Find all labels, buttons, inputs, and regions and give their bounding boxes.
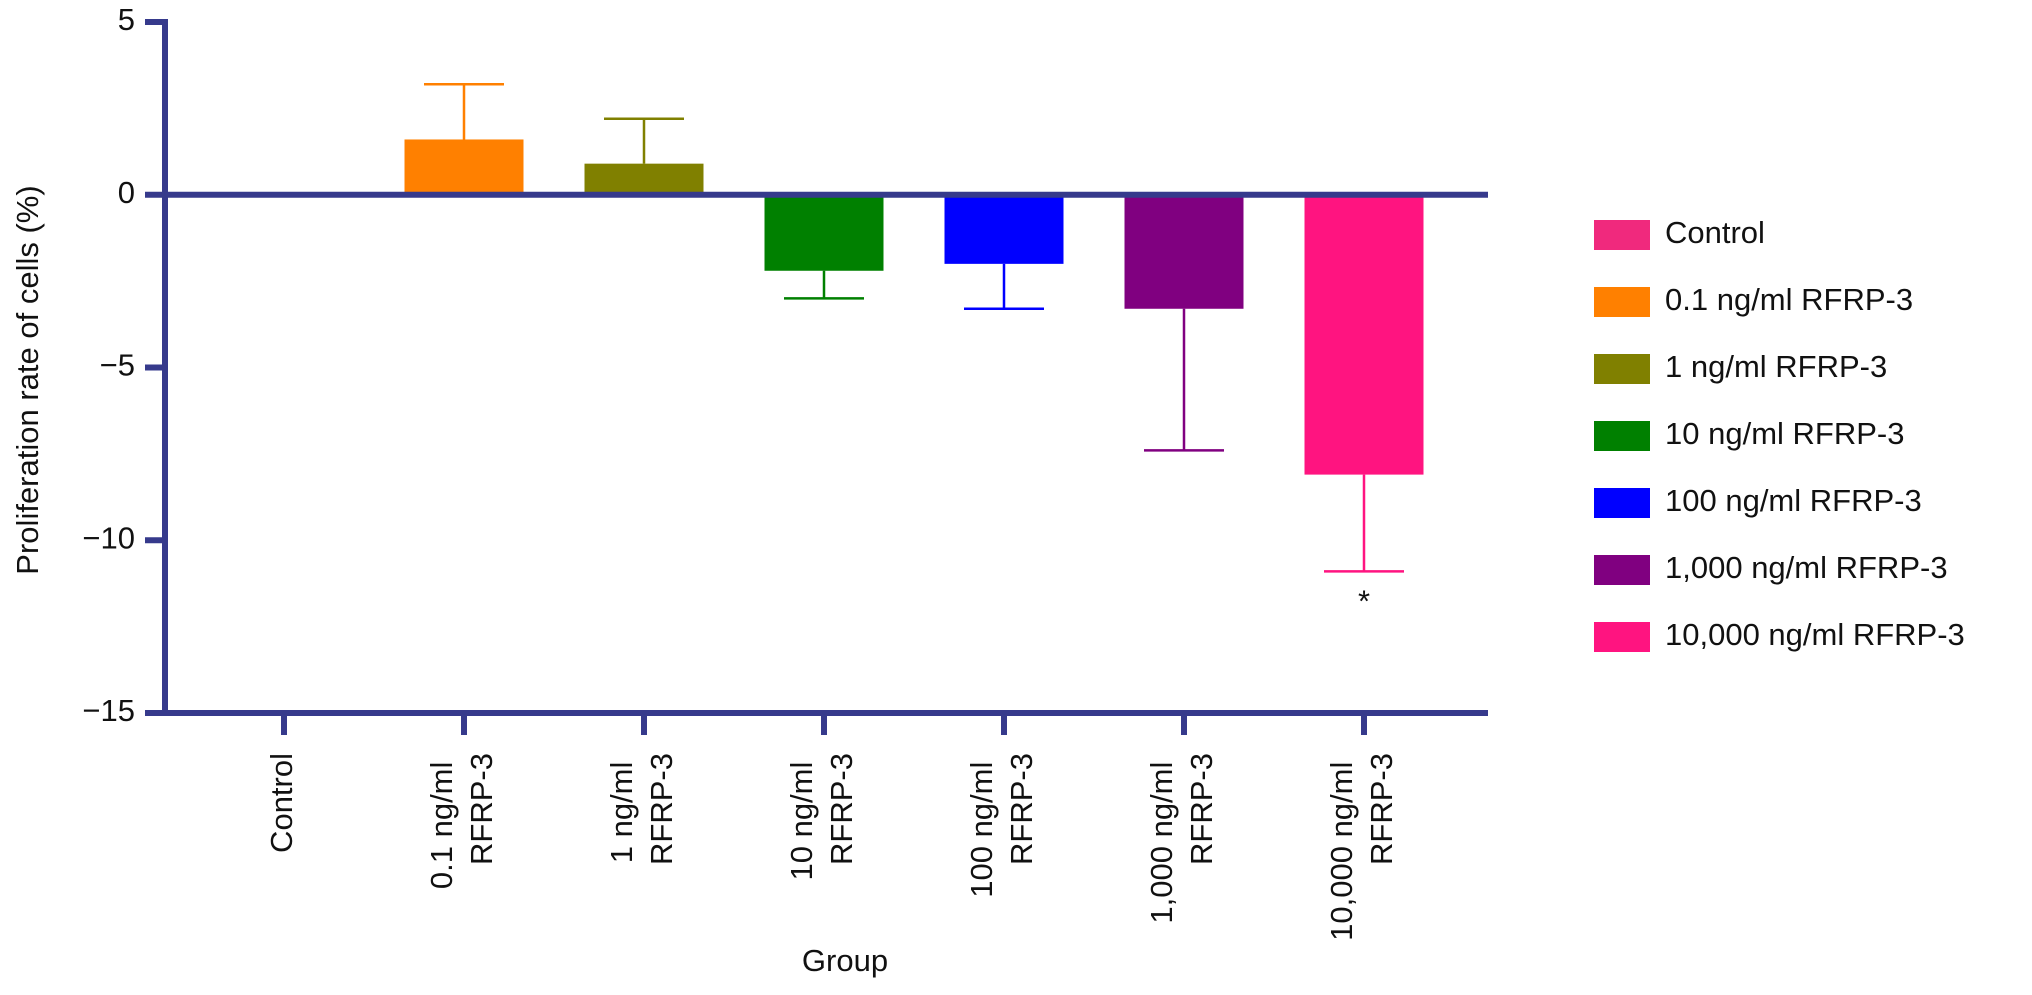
bar	[1124, 194, 1244, 309]
error-bar	[1324, 474, 1404, 573]
error-bar	[604, 117, 684, 164]
y-tick-label: −5	[100, 348, 135, 383]
x-tick-label: Control	[264, 753, 299, 853]
legend-label: 10 ng/ml RFRP-3	[1665, 416, 1904, 451]
bar	[944, 194, 1064, 264]
legend-swatch	[1594, 354, 1650, 384]
annotation: *	[1358, 584, 1370, 619]
legend-swatch	[1594, 622, 1650, 652]
x-tick-label: 10,000 ng/ml RFRP-3	[1324, 753, 1399, 941]
legend-swatch	[1594, 287, 1650, 317]
y-tick-label: 0	[118, 175, 135, 210]
y-tick-label: −15	[82, 693, 135, 728]
bar	[1304, 194, 1424, 475]
error-bar	[784, 270, 864, 300]
y-tick-label: 5	[118, 2, 135, 37]
error-bar	[964, 263, 1044, 311]
legend-swatch	[1594, 421, 1650, 451]
x-tick-label: 0.1 ng/ml RFRP-3	[424, 753, 499, 889]
x-tick-label: 1,000 ng/ml RFRP-3	[1144, 753, 1219, 924]
legend-label: 0.1 ng/ml RFRP-3	[1665, 282, 1913, 317]
legend-label: 1,000 ng/ml RFRP-3	[1665, 550, 1948, 585]
x-axis-label: Group	[802, 943, 888, 978]
x-tick-label: 1 ng/ml RFRP-3	[604, 753, 679, 865]
bar	[404, 139, 524, 195]
x-tick-label: 10 ng/ml RFRP-3	[784, 753, 859, 881]
error-bar	[424, 82, 504, 140]
legend-label: Control	[1665, 215, 1765, 250]
legend-swatch	[1594, 220, 1650, 250]
bar	[584, 163, 704, 195]
legend-swatch	[1594, 555, 1650, 585]
legend-label: 100 ng/ml RFRP-3	[1665, 483, 1922, 518]
x-tick-label: 100 ng/ml RFRP-3	[964, 753, 1039, 898]
y-axis-label: Proliferation rate of cells (%)	[10, 185, 45, 574]
legend-label: 1 ng/ml RFRP-3	[1665, 349, 1887, 384]
y-tick-label: −10	[82, 520, 135, 555]
bar	[764, 194, 884, 271]
legend-swatch	[1594, 488, 1650, 518]
legend-label: 10,000 ng/ml RFRP-3	[1665, 617, 1965, 652]
error-bar	[1144, 308, 1224, 452]
